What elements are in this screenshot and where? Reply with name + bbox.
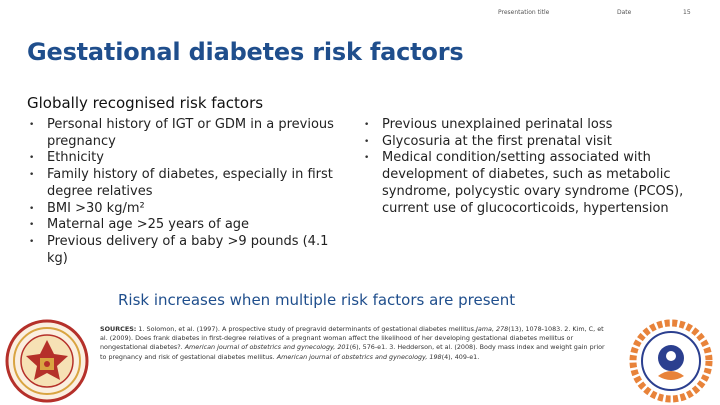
bullet-icon: • xyxy=(29,203,35,214)
bullet-icon: • xyxy=(29,120,35,130)
list-item: • Previous unexplained perinatal loss xyxy=(362,117,702,134)
list-item: • Previous delivery of a baby >9 pounds (… xyxy=(27,234,337,267)
list-item-text: BMI >30 kg/m² xyxy=(47,200,145,216)
list-item-text: Maternal age >25 years of age xyxy=(47,217,250,233)
source-journal-1: Jama, 278 xyxy=(476,325,509,333)
list-item-text: Glycosuria at the first prenatal visit xyxy=(382,133,612,149)
bullet-icon: • xyxy=(364,153,370,164)
sources-citation: SOURCES: 1. Solomon, et al. (1997). A pr… xyxy=(100,325,610,362)
slide-title: Gestational diabetes risk factors xyxy=(27,38,464,66)
bullet-icon: • xyxy=(29,236,35,247)
source-text-2: (13), 1078-1083. 2. Kim, C, et al. (2009… xyxy=(100,325,604,352)
section-subtitle: Globally recognised risk factors xyxy=(27,94,264,112)
source-journal-3: American journal of obstetrics and gynec… xyxy=(276,352,442,361)
source-text-3: (6), 576-e1. 3. Hedderson, et al. (2008)… xyxy=(100,343,605,361)
list-item: • Glycosuria at the first prenatal visit xyxy=(362,134,702,151)
source-text-4: (4), 409-e1. xyxy=(441,352,480,361)
list-item-text: Personal history of IGT or GDM in a prev… xyxy=(47,117,334,149)
bullet-icon: • xyxy=(29,220,35,231)
page-number: 15 xyxy=(683,9,691,16)
list-item: • Maternal age >25 years of age xyxy=(27,217,337,234)
list-item-text: Ethnicity xyxy=(47,150,104,166)
organization-ring-logo xyxy=(629,319,713,403)
source-text-1: 1. Solomon, et al. (1997). A prospective… xyxy=(136,325,476,333)
bullet-icon: • xyxy=(364,136,370,147)
list-item: • Medical condition/setting associated wi… xyxy=(362,150,702,217)
government-seal-logo xyxy=(5,319,89,403)
list-item-text: Medical condition/setting associated wit… xyxy=(382,150,684,216)
list-item-text: Family history of diabetes, especially i… xyxy=(47,167,333,199)
list-item-text: Previous delivery of a baby >9 pounds (4… xyxy=(47,233,329,266)
left-risk-factor-list: • Personal history of IGT or GDM in a pre… xyxy=(27,117,337,267)
list-item: • Ethnicity xyxy=(27,150,337,167)
source-journal-2: American journal of obstetrics and gynec… xyxy=(184,343,350,352)
right-risk-factor-list: • Previous unexplained perinatal loss • Gl… xyxy=(362,117,702,217)
sources-label: SOURCES: xyxy=(100,325,137,333)
presentation-date: Date xyxy=(617,9,632,16)
list-item: • Personal history of IGT or GDM in a pre… xyxy=(27,117,337,150)
bullet-icon: • xyxy=(29,170,35,181)
list-item: • BMI >30 kg/m² xyxy=(27,201,337,218)
presentation-title: Presentation title xyxy=(498,9,550,16)
list-item-text: Previous unexplained perinatal loss xyxy=(382,117,613,132)
bullet-icon: • xyxy=(364,120,370,130)
key-message: Risk increases when multiple risk factor… xyxy=(118,291,516,309)
bullet-icon: • xyxy=(29,153,35,164)
list-item: • Family history of diabetes, especially … xyxy=(27,167,337,200)
